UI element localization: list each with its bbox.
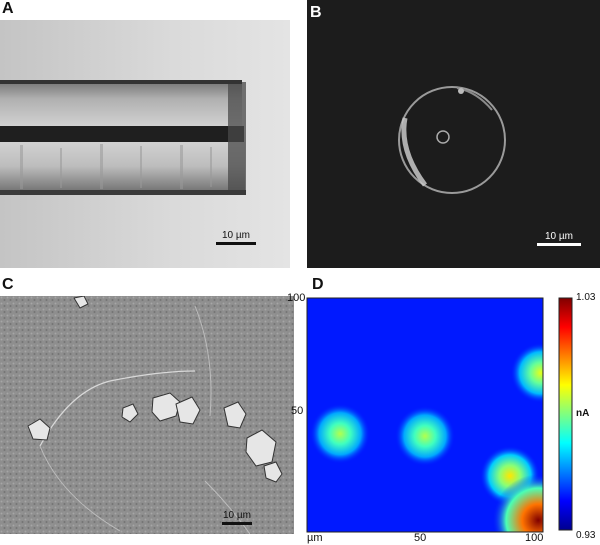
panel-b-scalebar-line — [537, 243, 581, 246]
x-tick-label: 50 — [414, 532, 427, 544]
y-tick-label: 100 — [287, 292, 306, 304]
colorbar-max-label: 1.03 — [576, 292, 596, 303]
panel-b-scalebar-label: 10 µm — [545, 231, 573, 242]
panel-b-micrograph — [307, 0, 600, 268]
heatmap-hotspot — [492, 474, 543, 532]
panel-b-label: B — [310, 4, 322, 21]
heatmap-hotspot — [395, 406, 455, 467]
heatmap-frame — [306, 297, 544, 533]
panel-a-scalebar-line — [216, 242, 256, 245]
panel-a-micrograph — [0, 20, 290, 268]
panel-c-scalebar-line — [222, 522, 252, 525]
y-tick-label: 50 — [291, 405, 304, 417]
x-axis-unit-label: µm — [307, 532, 323, 544]
panel-b-scalebar: 10 µm — [537, 231, 581, 246]
colorbar-unit-label: nA — [576, 408, 590, 419]
heatmap-hotspot — [310, 403, 371, 464]
panel-a-scalebar: 10 µm — [216, 230, 256, 245]
colorbar-min-label: 0.93 — [576, 530, 596, 541]
heatmap-hotspot — [510, 342, 543, 403]
panel-a-scalebar-label: 10 µm — [222, 230, 250, 241]
panel-d-label: D — [312, 276, 324, 293]
colorbar — [558, 297, 573, 531]
panel-c-scalebar-label: 10 µm — [223, 510, 251, 521]
panel-c-label: C — [2, 276, 14, 293]
panel-c-scalebar: 10 µm — [222, 510, 252, 525]
panel-c-micrograph — [0, 296, 294, 534]
x-tick-label: 100 — [525, 532, 544, 544]
panel-a-label: A — [2, 0, 14, 17]
